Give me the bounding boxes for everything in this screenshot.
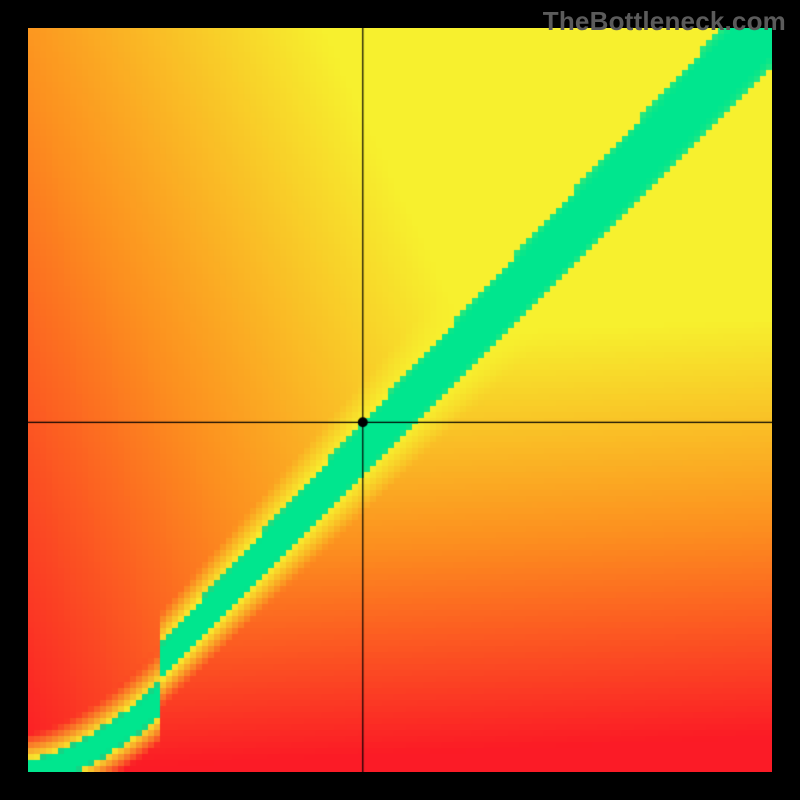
watermark-text: TheBottleneck.com <box>543 6 786 37</box>
chart-container <box>28 28 772 772</box>
heatmap-canvas <box>28 28 772 772</box>
